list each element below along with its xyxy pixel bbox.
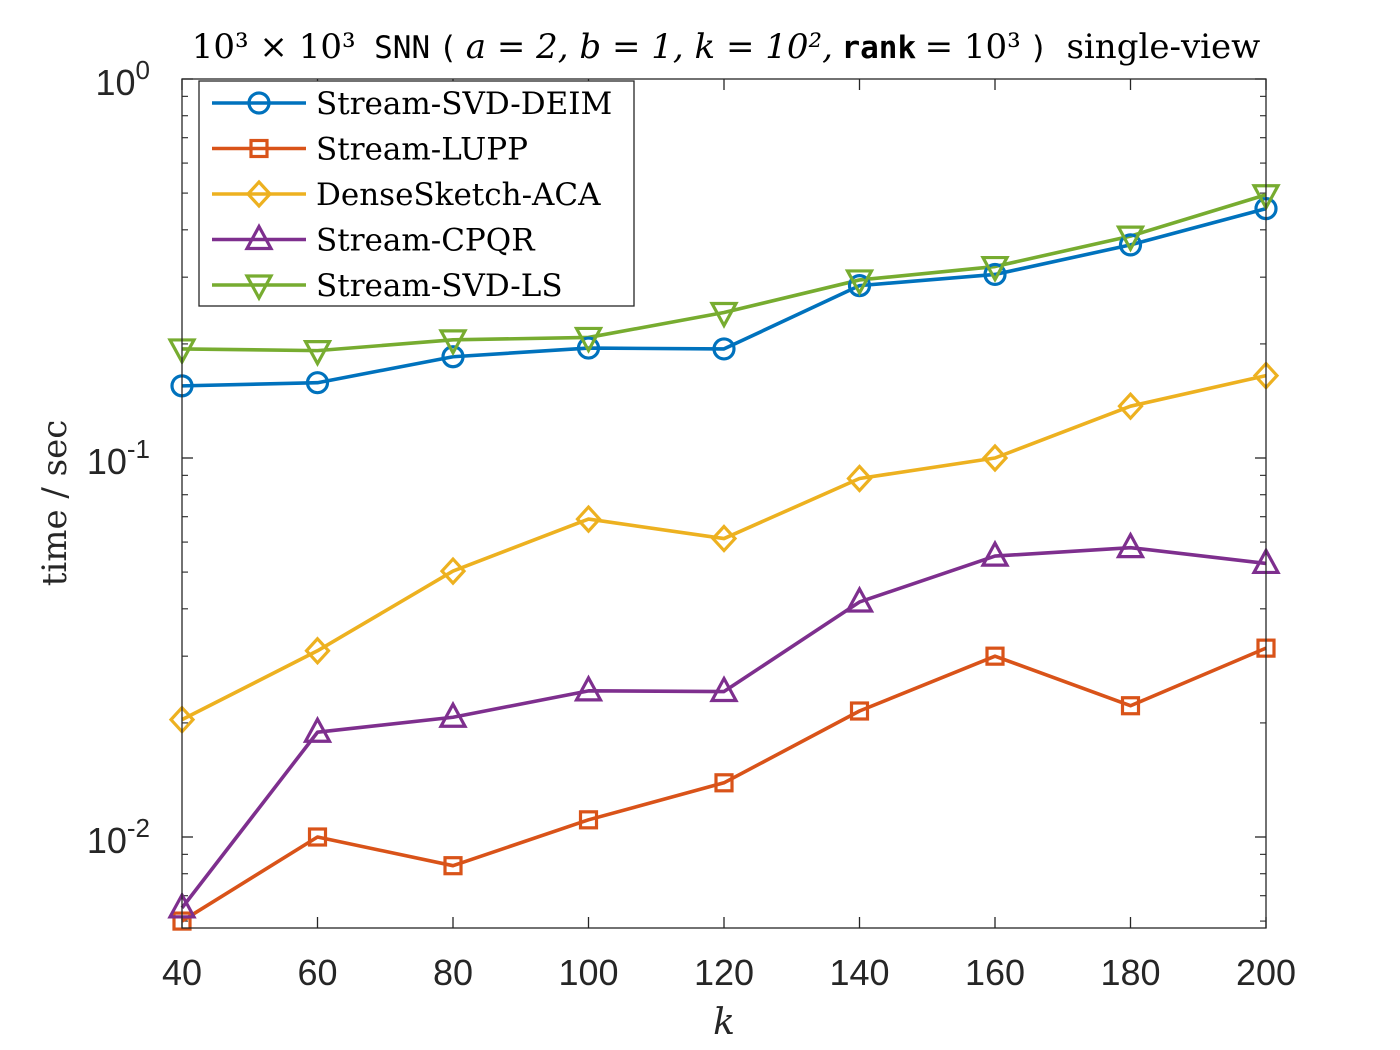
data-point-3 bbox=[302, 715, 333, 743]
y-tick-labels: 100 10-1 10-2 bbox=[87, 55, 150, 861]
legend: Stream-SVD-DEIM Stream-LUPP DenseSketch-AC… bbox=[198, 80, 635, 307]
x-tick-labels: 40 60 80 100 120 140 160 180 200 bbox=[162, 952, 1296, 993]
chart-title: 10³ × 10³ SNN ( a = 2, b = 1, k = 10², r… bbox=[192, 27, 1261, 67]
x-tick-label: 100 bbox=[558, 952, 618, 993]
legend-marker bbox=[245, 179, 273, 209]
x-tick-label: 140 bbox=[829, 952, 889, 993]
title-rank-word: rank bbox=[841, 30, 916, 66]
data-point-2 bbox=[710, 524, 738, 553]
y-tick-label: 10-2 bbox=[87, 813, 150, 861]
data-point-2 bbox=[304, 636, 331, 666]
series-line-0 bbox=[181, 206, 1267, 388]
legend-marker bbox=[247, 91, 271, 115]
data-point-0 bbox=[305, 371, 330, 395]
data-point-1 bbox=[849, 701, 870, 721]
data-point-1 bbox=[985, 646, 1005, 666]
data-point-0 bbox=[1118, 233, 1143, 257]
data-point-4 bbox=[438, 329, 468, 357]
data-point-3 bbox=[573, 674, 604, 702]
data-point-4 bbox=[302, 340, 333, 367]
data-point-1 bbox=[1120, 696, 1141, 716]
data-point-1 bbox=[307, 827, 328, 847]
legend-marker bbox=[244, 223, 274, 251]
data-point-2 bbox=[846, 464, 873, 493]
axis-ticks bbox=[181, 78, 1267, 928]
x-tick-label: 80 bbox=[433, 952, 473, 993]
legend-label: Stream-SVD-DEIM bbox=[316, 86, 612, 122]
data-point-4 bbox=[980, 255, 1010, 283]
x-tick-label: 60 bbox=[297, 952, 337, 993]
x-axis-label: k bbox=[713, 1002, 735, 1043]
title-params-close: ) bbox=[1029, 30, 1048, 66]
axes-box bbox=[181, 78, 1267, 929]
data-point-3 bbox=[980, 539, 1010, 567]
x-tick-label: 200 bbox=[1236, 952, 1296, 993]
data-point-1 bbox=[578, 810, 599, 830]
legend-marker bbox=[244, 274, 274, 302]
data-point-4 bbox=[573, 326, 604, 354]
title-dims: 10³ × 10³ bbox=[192, 27, 356, 67]
y-tick-label: 10-1 bbox=[87, 434, 150, 482]
data-point-3 bbox=[709, 675, 739, 703]
title-params-expr: a = 2, b = 1, k = 10², bbox=[466, 27, 833, 67]
data-point-0 bbox=[441, 345, 465, 369]
series-lines bbox=[180, 193, 1267, 923]
title-params-open: ( bbox=[439, 30, 458, 66]
data-point-2 bbox=[981, 443, 1009, 473]
legend-label: DenseSketch-ACA bbox=[316, 177, 601, 213]
series-line-2 bbox=[181, 373, 1267, 722]
legend-label: Stream-CPQR bbox=[316, 223, 536, 259]
y-axis-label: time / sec bbox=[35, 420, 75, 587]
data-point-3 bbox=[844, 585, 875, 613]
x-tick-label: 40 bbox=[162, 952, 202, 993]
data-point-2 bbox=[575, 504, 602, 534]
title-suffix: single-view bbox=[1066, 27, 1260, 67]
data-point-4 bbox=[844, 269, 875, 297]
data-point-0 bbox=[712, 337, 736, 361]
data-point-2 bbox=[1117, 391, 1144, 421]
data-point-4 bbox=[709, 301, 739, 329]
series-line-3 bbox=[180, 545, 1267, 910]
data-point-2 bbox=[439, 556, 467, 586]
legend-marker bbox=[249, 138, 269, 159]
series-line-1 bbox=[181, 646, 1267, 923]
data-point-1 bbox=[443, 856, 463, 876]
data-point-3 bbox=[1115, 531, 1146, 559]
series-line-4 bbox=[181, 193, 1267, 353]
data-point-1 bbox=[714, 773, 734, 793]
x-tick-label: 120 bbox=[694, 952, 754, 993]
data-point-4 bbox=[1115, 225, 1146, 253]
x-tick-label: 180 bbox=[1100, 952, 1160, 993]
data-point-3 bbox=[438, 700, 468, 728]
x-tick-label: 160 bbox=[965, 952, 1025, 993]
legend-label: Stream-LUPP bbox=[316, 132, 528, 168]
legend-label: Stream-SVD-LS bbox=[316, 268, 563, 304]
y-tick-label: 100 bbox=[95, 55, 150, 103]
data-point-0 bbox=[983, 262, 1007, 287]
title-model: SNN bbox=[374, 30, 430, 66]
data-point-0 bbox=[576, 336, 601, 360]
title-rank-expr: = 10³ bbox=[925, 27, 1021, 67]
